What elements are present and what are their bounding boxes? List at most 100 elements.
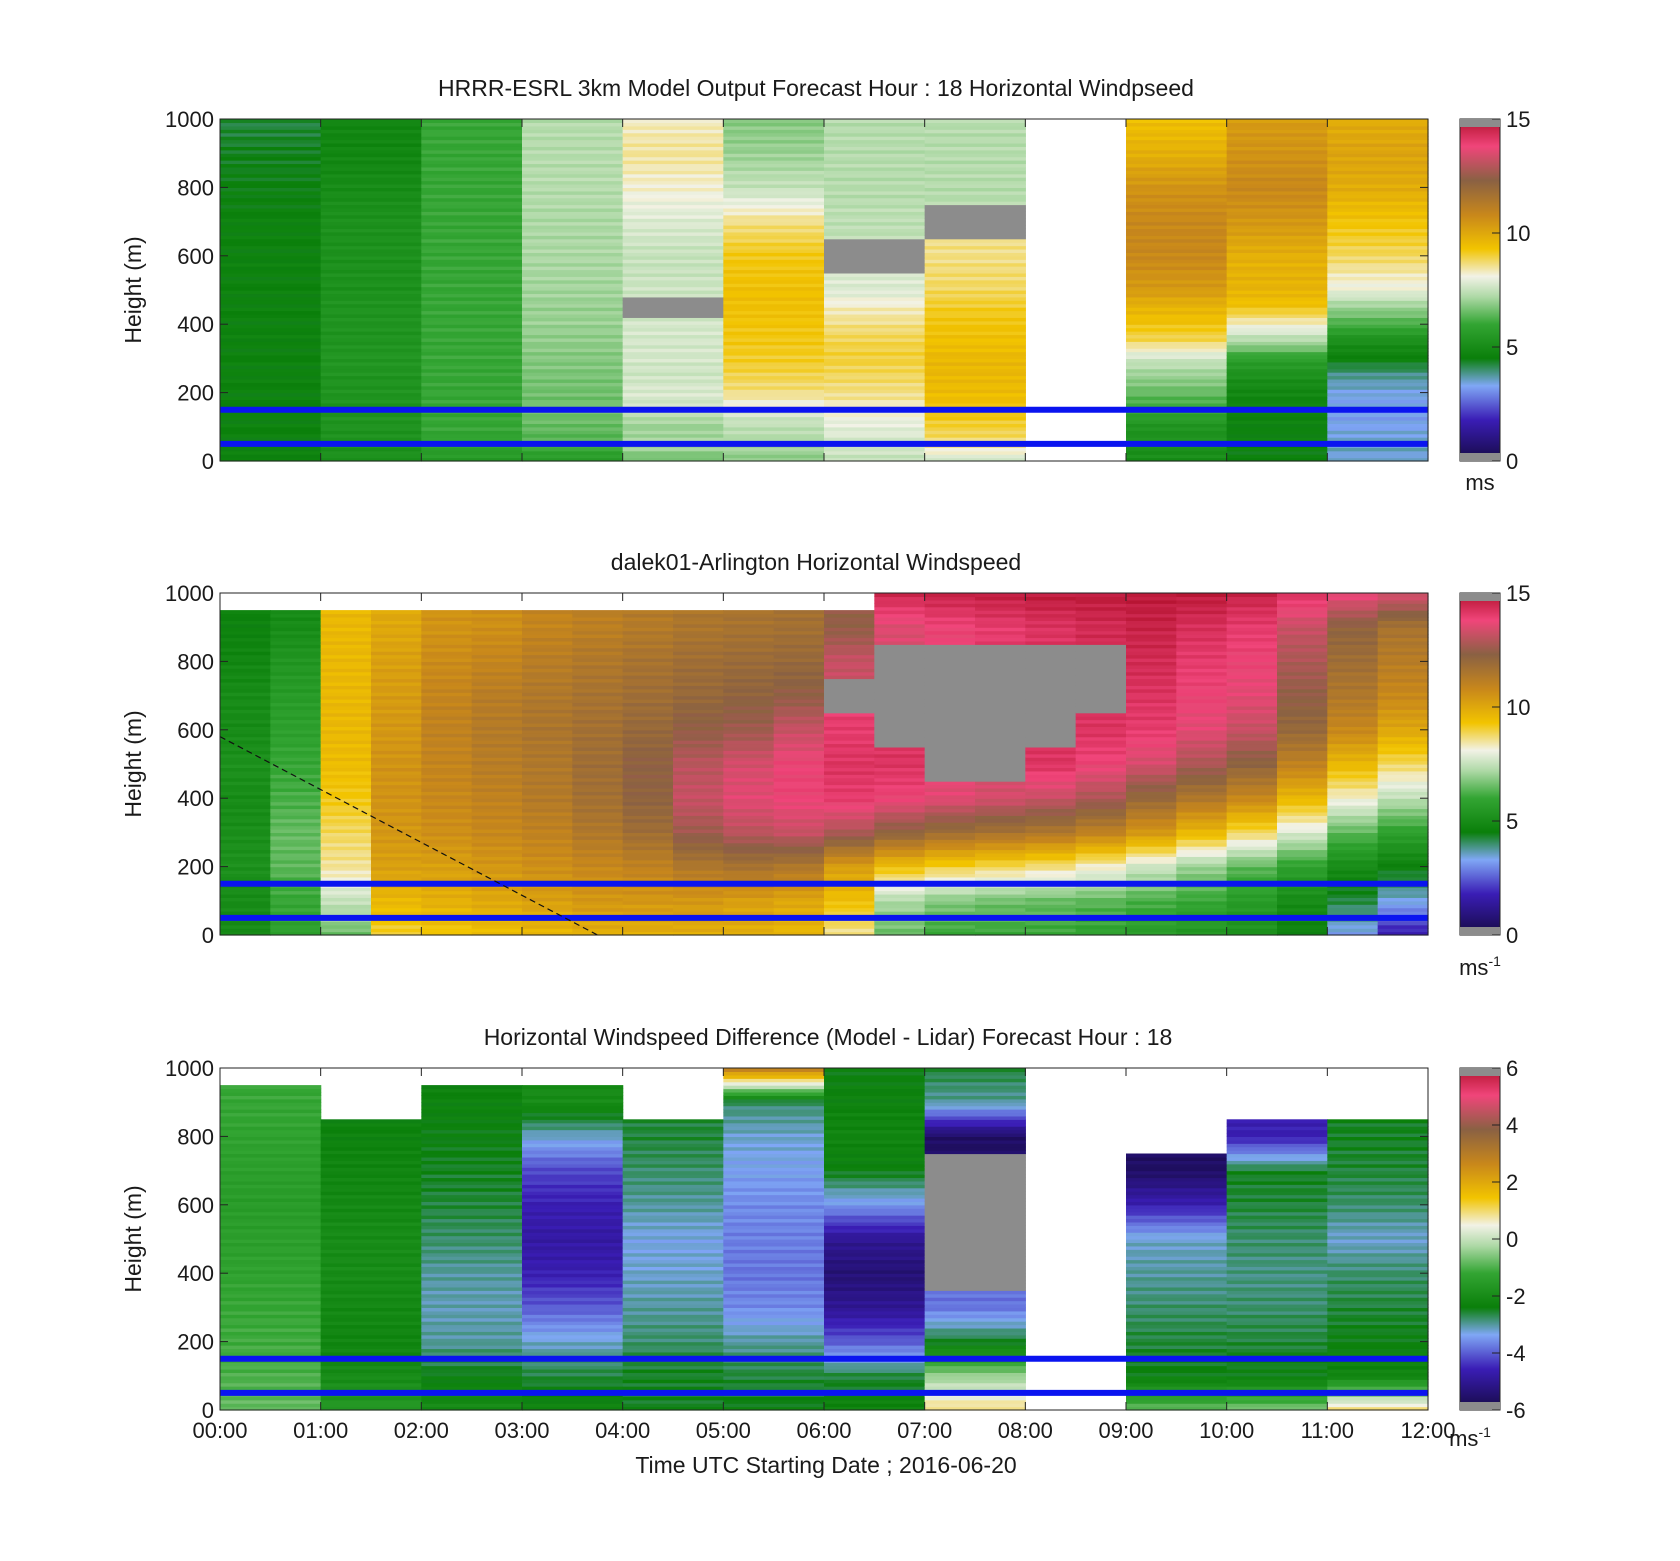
heatmap-cell bbox=[1025, 849, 1077, 854]
heatmap-cell bbox=[1277, 651, 1328, 656]
heatmap-cell bbox=[1277, 787, 1328, 792]
heatmap-cell bbox=[320, 1167, 422, 1172]
heatmap-cell bbox=[1226, 842, 1278, 847]
heatmap-cell bbox=[1226, 1324, 1328, 1329]
heatmap-cell bbox=[522, 1136, 624, 1141]
heatmap-cell bbox=[220, 259, 322, 264]
heatmap-cell bbox=[270, 681, 322, 686]
heatmap-cell bbox=[1226, 1163, 1328, 1168]
heatmap-cell bbox=[924, 1245, 1026, 1250]
heatmap-cell bbox=[320, 832, 372, 837]
heatmap-cell bbox=[773, 661, 825, 666]
heatmap-cell bbox=[622, 620, 674, 625]
heatmap-cell bbox=[1075, 764, 1127, 769]
heatmap-cell bbox=[622, 413, 724, 418]
heatmap-cell bbox=[421, 163, 523, 168]
heatmap-cell bbox=[924, 640, 976, 645]
heatmap-cell bbox=[220, 269, 322, 274]
heatmap-cell bbox=[1176, 760, 1228, 765]
heatmap-cell bbox=[1226, 1150, 1328, 1155]
heatmap-cell bbox=[1226, 746, 1278, 751]
heatmap-cell bbox=[1277, 733, 1328, 738]
heatmap-cell bbox=[723, 122, 825, 127]
heatmap-cell bbox=[1075, 705, 1127, 710]
heatmap-cell bbox=[1327, 348, 1429, 353]
heatmap-cell bbox=[320, 454, 422, 459]
heatmap-cell bbox=[471, 692, 523, 697]
heatmap-cell bbox=[773, 846, 825, 851]
heatmap-cell bbox=[1327, 324, 1429, 329]
heatmap-cell bbox=[773, 712, 825, 717]
heatmap-cell bbox=[220, 142, 322, 147]
heatmap-cell bbox=[824, 1078, 926, 1083]
heatmap-cell bbox=[220, 924, 271, 929]
heatmap-cell bbox=[572, 873, 624, 878]
heatmap-cell bbox=[421, 640, 473, 645]
heatmap-cell bbox=[1126, 733, 1177, 738]
heatmap-cell bbox=[924, 630, 976, 635]
heatmap-cell bbox=[622, 852, 674, 857]
heatmap-cell bbox=[1377, 852, 1429, 857]
heatmap-cell bbox=[572, 760, 624, 765]
heatmap-cell bbox=[824, 1187, 926, 1192]
heatmap-cell bbox=[320, 1239, 422, 1244]
y-tick-label: 200 bbox=[177, 381, 214, 406]
y-tick-label: 1000 bbox=[165, 107, 214, 132]
heatmap-cell bbox=[924, 122, 1026, 127]
heatmap-cell bbox=[320, 801, 372, 806]
heatmap-cell bbox=[421, 846, 473, 851]
heatmap-cell bbox=[1327, 276, 1429, 281]
heatmap-cell bbox=[421, 1300, 523, 1305]
heatmap-cell bbox=[874, 746, 926, 751]
heatmap-cell bbox=[1226, 1368, 1328, 1373]
heatmap-cell bbox=[924, 136, 1026, 141]
heatmap-cell bbox=[924, 269, 1026, 274]
heatmap-cell bbox=[471, 866, 523, 871]
heatmap-cell bbox=[220, 1262, 322, 1267]
heatmap-cell bbox=[320, 654, 372, 659]
heatmap-cell bbox=[572, 746, 624, 751]
heatmap-cell bbox=[522, 1348, 624, 1353]
heatmap-cell bbox=[371, 876, 422, 881]
heatmap-cell bbox=[924, 177, 1026, 182]
heatmap-cell bbox=[1327, 214, 1429, 219]
heatmap-cell bbox=[1377, 764, 1429, 769]
heatmap-cell bbox=[673, 681, 724, 686]
heatmap-cell bbox=[1277, 688, 1328, 693]
heatmap-cell bbox=[220, 1314, 322, 1319]
heatmap-cell bbox=[723, 231, 825, 236]
heatmap-cell bbox=[1226, 876, 1278, 881]
heatmap-cell bbox=[1327, 808, 1379, 813]
heatmap-cell bbox=[421, 290, 523, 295]
heatmap-cell bbox=[773, 685, 825, 690]
heatmap-cell bbox=[471, 842, 523, 847]
heatmap-cell bbox=[1025, 784, 1077, 789]
heatmap-cell bbox=[220, 454, 322, 459]
heatmap-cell bbox=[270, 634, 322, 639]
heatmap-cell bbox=[421, 1211, 523, 1216]
heatmap-cell bbox=[1126, 705, 1177, 710]
heatmap-cell bbox=[522, 1132, 624, 1137]
heatmap-cell bbox=[320, 378, 422, 383]
heatmap-cell bbox=[874, 729, 926, 734]
heatmap-cell bbox=[824, 149, 926, 154]
heatmap-cell bbox=[1327, 726, 1379, 731]
heatmap-cell bbox=[1377, 815, 1429, 820]
heatmap-cell bbox=[1377, 702, 1429, 707]
heatmap-cell bbox=[874, 904, 926, 909]
heatmap-cell bbox=[320, 1382, 422, 1387]
heatmap-cell bbox=[824, 1153, 926, 1158]
heatmap-cell bbox=[1327, 627, 1379, 632]
heatmap-cell bbox=[723, 808, 775, 813]
heatmap-cell bbox=[572, 893, 624, 898]
heatmap-cell bbox=[522, 228, 624, 233]
heatmap-cell bbox=[924, 231, 1026, 236]
heatmap-cell bbox=[220, 866, 271, 871]
heatmap-cell bbox=[723, 1201, 825, 1206]
heatmap-cell bbox=[220, 1259, 322, 1264]
heatmap-cell bbox=[1176, 856, 1228, 861]
heatmap-cell bbox=[824, 385, 926, 390]
heatmap-cell bbox=[1126, 255, 1228, 260]
heatmap-cell bbox=[1277, 835, 1328, 840]
heatmap-cell bbox=[1226, 801, 1278, 806]
